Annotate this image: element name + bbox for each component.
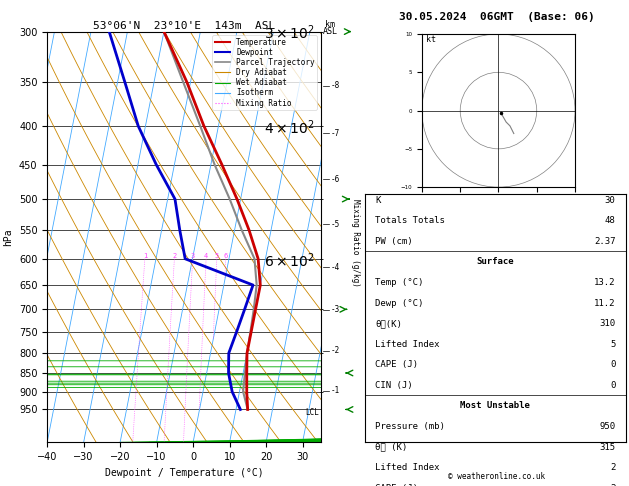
Text: 5: 5	[610, 340, 615, 348]
Text: 310: 310	[599, 319, 615, 328]
Text: CAPE (J): CAPE (J)	[376, 484, 418, 486]
Text: km: km	[325, 20, 335, 29]
Text: 0: 0	[610, 360, 615, 369]
Title: 53°06'N  23°10'E  143m  ASL: 53°06'N 23°10'E 143m ASL	[93, 21, 275, 31]
Text: 2: 2	[610, 463, 615, 472]
Text: PW (cm): PW (cm)	[376, 237, 413, 246]
Text: Totals Totals: Totals Totals	[376, 216, 445, 225]
Text: 4: 4	[204, 253, 208, 259]
Text: Lifted Index: Lifted Index	[376, 340, 440, 348]
Text: -1: -1	[331, 386, 340, 396]
Text: -2: -2	[331, 346, 340, 355]
Text: Pressure (mb): Pressure (mb)	[376, 422, 445, 431]
Text: Temp (°C): Temp (°C)	[376, 278, 424, 287]
Text: LCL: LCL	[305, 408, 319, 417]
Text: 315: 315	[599, 443, 615, 451]
Text: Surface: Surface	[477, 258, 514, 266]
Text: 30: 30	[604, 196, 615, 205]
Text: K: K	[376, 196, 381, 205]
Text: -6: -6	[331, 175, 340, 184]
Text: CAPE (J): CAPE (J)	[376, 360, 418, 369]
Text: Lifted Index: Lifted Index	[376, 463, 440, 472]
Text: 2: 2	[610, 484, 615, 486]
Text: 1: 1	[143, 253, 147, 259]
Text: 48: 48	[604, 216, 615, 225]
Text: Most Unstable: Most Unstable	[460, 401, 530, 410]
Text: 6: 6	[224, 253, 228, 259]
Text: 30.05.2024  06GMT  (Base: 06): 30.05.2024 06GMT (Base: 06)	[399, 12, 595, 22]
Text: 13.2: 13.2	[594, 278, 615, 287]
Text: kt: kt	[426, 35, 436, 44]
Text: 2: 2	[172, 253, 177, 259]
Text: 11.2: 11.2	[594, 298, 615, 308]
Legend: Temperature, Dewpoint, Parcel Trajectory, Dry Adiabat, Wet Adiabat, Isotherm, Mi: Temperature, Dewpoint, Parcel Trajectory…	[213, 35, 317, 110]
Text: -3: -3	[331, 305, 340, 314]
Text: -8: -8	[331, 81, 340, 90]
Text: θᴇ(K): θᴇ(K)	[376, 319, 402, 328]
Text: 2.37: 2.37	[594, 237, 615, 246]
Text: Mixing Ratio (g/kg): Mixing Ratio (g/kg)	[351, 199, 360, 287]
Text: ASL: ASL	[323, 27, 338, 36]
Text: θᴇ (K): θᴇ (K)	[376, 443, 408, 451]
Text: -7: -7	[331, 129, 340, 138]
Text: Dewp (°C): Dewp (°C)	[376, 298, 424, 308]
Y-axis label: hPa: hPa	[3, 228, 13, 246]
Text: CIN (J): CIN (J)	[376, 381, 413, 390]
Text: -4: -4	[331, 263, 340, 272]
Text: 0: 0	[610, 381, 615, 390]
Text: 5: 5	[214, 253, 219, 259]
Text: 950: 950	[599, 422, 615, 431]
Text: © weatheronline.co.uk: © weatheronline.co.uk	[448, 472, 545, 481]
Text: 3: 3	[191, 253, 195, 259]
X-axis label: Dewpoint / Temperature (°C): Dewpoint / Temperature (°C)	[104, 468, 264, 478]
Text: -5: -5	[331, 220, 340, 229]
